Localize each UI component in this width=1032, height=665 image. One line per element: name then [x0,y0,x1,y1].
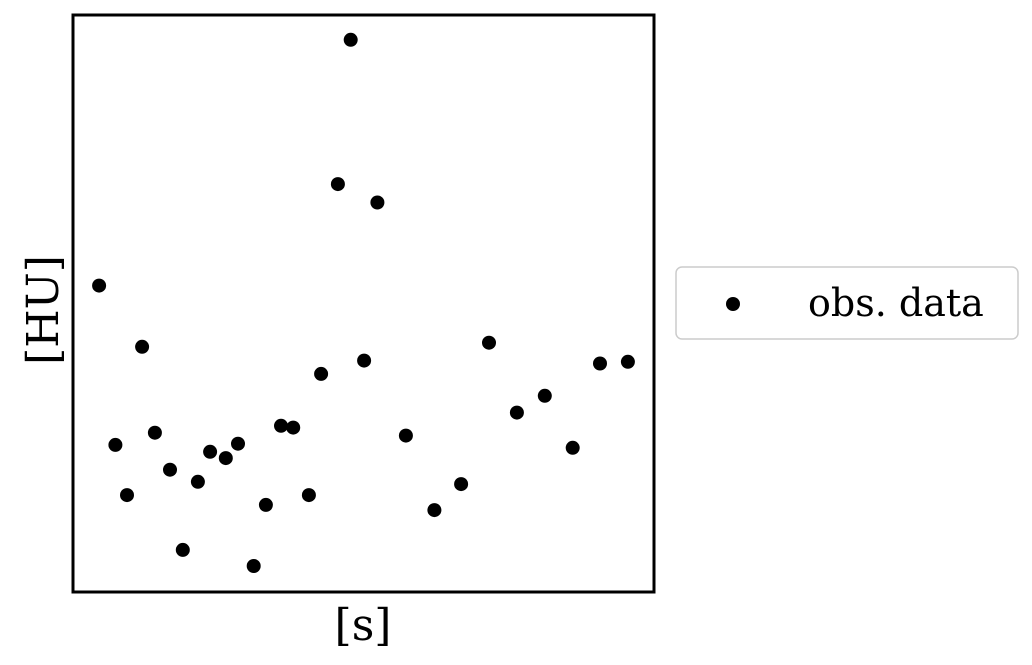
data-point [398,428,413,443]
data-point [190,474,205,489]
data-point [286,420,301,435]
data-point [301,488,316,503]
legend: obs. data [675,266,1019,340]
data-point [482,335,496,350]
data-point [218,451,233,466]
points-layer [92,32,635,573]
data-point [620,354,635,369]
data-point [231,436,245,451]
data-point [163,462,177,477]
axes-frame [71,13,656,594]
data-point [427,503,442,518]
legend-box [675,266,1019,340]
data-point [147,425,162,440]
data-point [274,418,288,433]
data-point [593,356,607,371]
data-point [509,405,524,420]
y-axis-label: [HU] [18,255,69,365]
data-point [175,542,190,557]
data-point [537,388,552,403]
data-point [343,32,358,47]
data-point [258,497,273,512]
data-point [565,440,580,455]
data-point [314,366,329,381]
data-point [330,177,345,192]
data-point [246,559,261,573]
x-axis-label: [s] [335,600,392,651]
data-point [92,278,107,293]
data-point [454,477,469,492]
data-point [203,444,218,459]
data-point [357,353,372,368]
legend-marker [726,297,740,311]
data-point [135,339,150,354]
legend-label: obs. data [808,281,984,325]
data-point [108,437,123,452]
data-point [370,195,385,210]
data-point [120,488,134,503]
